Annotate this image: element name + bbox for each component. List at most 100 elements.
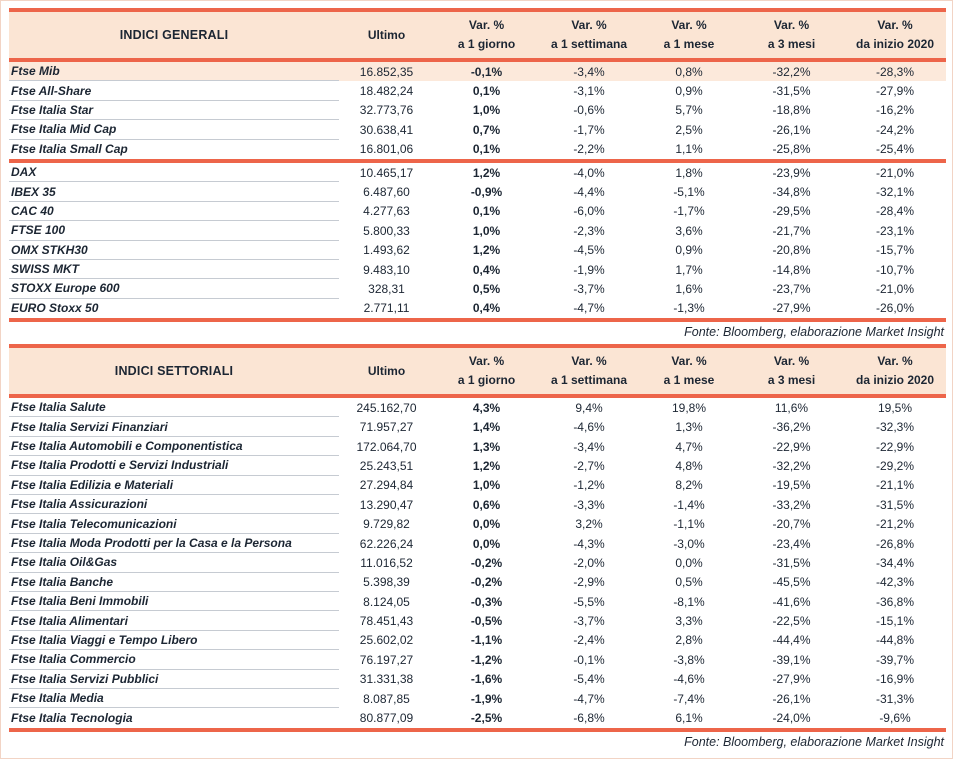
index-name: IBEX 35 <box>9 182 339 202</box>
ultimo-value: 76.197,27 <box>359 652 414 667</box>
var-da-inizio-2020-value: -44,8% <box>875 633 915 648</box>
var-da-inizio-2020-value: -21,1% <box>875 478 915 493</box>
var-1-giorno-value: 1,0% <box>472 478 501 493</box>
index-name: Ftse Italia Moda Prodotti per la Casa e … <box>9 534 339 554</box>
var-1-mese-value: 0,9% <box>675 84 703 99</box>
var-3-mesi-value: -29,5% <box>772 204 811 219</box>
var-3-mesi-value: -26,1% <box>772 122 811 137</box>
table-row: CAC 40 4.277,63 0,1% -6,0% -1,7% -29,5% -28,4% <box>9 202 946 222</box>
var-da-inizio-2020-value: -22,9% <box>875 439 915 454</box>
var-da-inizio-2020-value: -31,5% <box>875 497 915 512</box>
column-header-line2: a 1 mese <box>663 37 715 51</box>
table-row: Ftse Mib 16.852,35 -0,1% -3,4% 0,8% -32,2% -28… <box>9 62 946 82</box>
var-1-settimana-value: -4,7% <box>573 301 605 316</box>
column-header-var-1-settimana: Var. % a 1 settimana <box>539 12 639 58</box>
var-1-giorno-value: 1,2% <box>472 165 501 180</box>
ultimo-value: 8.124,05 <box>363 594 410 609</box>
column-header-var-da-inizio-2020: Var. % da inizio 2020 <box>844 12 946 58</box>
var-1-mese-value: 4,7% <box>675 439 703 454</box>
table-row: Ftse Italia Alimentari 78.451,43 -0,5% -3,7… <box>9 611 946 631</box>
table-row: Ftse Italia Banche 5.398,39 -0,2% -2,9% 0,5%… <box>9 573 946 592</box>
column-header-line2: da inizio 2020 <box>855 373 935 388</box>
var-da-inizio-2020-value: -32,1% <box>875 185 915 200</box>
ultimo-value: 5.800,33 <box>363 223 410 238</box>
ultimo-value: 10.465,17 <box>359 165 414 180</box>
column-header-line1: Var. % <box>571 18 607 32</box>
ultimo-value: 16.801,06 <box>359 142 414 157</box>
var-1-giorno-value: 1,2% <box>472 458 501 473</box>
var-1-settimana-value: -1,9% <box>573 262 605 277</box>
var-1-settimana-value: -3,4% <box>573 64 605 79</box>
var-1-settimana-value: -4,4% <box>573 185 605 200</box>
var-da-inizio-2020-value: -26,0% <box>875 301 915 316</box>
var-1-settimana-value: -4,6% <box>573 420 605 435</box>
var-1-mese-value: -1,7% <box>673 204 705 219</box>
var-3-mesi-value: -20,8% <box>772 243 811 258</box>
var-da-inizio-2020-value: -29,2% <box>875 458 915 473</box>
column-header-line2: a 1 settimana <box>550 373 628 388</box>
index-name: Ftse Italia Servizi Finanziari <box>9 417 339 437</box>
var-1-giorno-value: 1,0% <box>472 103 501 118</box>
table-row: Ftse Italia Viaggi e Tempo Libero 25.602,… <box>9 631 946 651</box>
var-1-giorno-value: 0,0% <box>472 536 501 551</box>
var-1-settimana-value: 9,4% <box>575 400 603 415</box>
index-name: EURO Stoxx 50 <box>11 301 99 316</box>
ultimo-value: 4.277,63 <box>363 204 410 219</box>
var-1-mese-value: 1,7% <box>675 262 703 277</box>
var-1-mese-value: 0,5% <box>675 575 703 590</box>
ultimo-value: 9.729,82 <box>363 517 410 532</box>
var-1-giorno-value: -0,9% <box>470 185 503 200</box>
index-name: SWISS MKT <box>9 260 339 280</box>
table-row: SWISS MKT 9.483,10 0,4% -1,9% 1,7% -14,8% -10,… <box>9 260 946 280</box>
var-da-inizio-2020-value: -27,9% <box>875 84 915 99</box>
var-da-inizio-2020-value: -23,1% <box>875 223 915 238</box>
ultimo-value: 172.064,70 <box>356 439 417 454</box>
header-separator-line <box>9 58 946 62</box>
table-row: Ftse Italia Servizi Pubblici 31.331,38 -1,… <box>9 670 946 689</box>
ultimo-value: 16.852,35 <box>359 64 414 79</box>
ultimo-value: 80.877,09 <box>359 711 414 726</box>
var-da-inizio-2020-value: -28,3% <box>875 64 915 79</box>
var-3-mesi-value: -19,5% <box>772 478 811 493</box>
var-1-mese-value: 5,7% <box>675 103 703 118</box>
index-name: Ftse Italia Beni Immobili <box>9 592 339 612</box>
var-1-mese-value: 8,2% <box>675 478 703 493</box>
index-name: OMX STKH30 <box>9 241 339 260</box>
var-3-mesi-value: -34,8% <box>772 185 811 200</box>
var-1-giorno-value: 4,3% <box>472 400 501 415</box>
column-header-line1: Ultimo <box>367 363 406 378</box>
var-da-inizio-2020-value: -34,4% <box>875 555 915 570</box>
var-3-mesi-value: -41,6% <box>772 594 811 609</box>
ultimo-value: 78.451,43 <box>359 614 414 629</box>
table-row: Ftse Italia Moda Prodotti per la Casa e … <box>9 534 946 554</box>
var-1-settimana-value: -3,3% <box>573 497 605 512</box>
ultimo-value: 8.087,85 <box>363 691 410 706</box>
var-da-inizio-2020-value: -24,2% <box>875 122 915 137</box>
var-1-settimana-value: -4,0% <box>573 165 605 180</box>
ultimo-value: 31.331,38 <box>359 672 414 687</box>
var-3-mesi-value: -18,8% <box>772 103 811 118</box>
header-separator-line <box>9 394 946 399</box>
var-1-mese-value: -8,1% <box>673 594 705 609</box>
var-1-giorno-value: 1,3% <box>472 439 501 454</box>
var-1-settimana-value: -6,8% <box>573 711 605 726</box>
column-header-var-1-mese: Var. % a 1 mese <box>639 12 739 58</box>
var-1-settimana-value: -2,2% <box>573 142 605 157</box>
table-row: Ftse All-Share 18.482,24 0,1% -3,1% 0,9% -31,… <box>9 81 946 101</box>
column-header-line2: a 1 mese <box>663 373 715 388</box>
var-1-giorno-value: 0,4% <box>472 301 501 316</box>
var-1-mese-value: -5,1% <box>673 185 705 200</box>
var-3-mesi-value: -25,8% <box>772 142 811 157</box>
ultimo-value: 32.773,76 <box>359 103 414 118</box>
index-name: Ftse Italia Alimentari <box>9 611 339 631</box>
index-name: CAC 40 <box>9 202 339 222</box>
var-1-settimana-value: -0,1% <box>573 652 605 667</box>
var-1-giorno-value: 0,6% <box>472 497 501 512</box>
ultimo-value: 25.602,02 <box>359 633 414 648</box>
var-1-giorno-value: 1,0% <box>472 223 501 238</box>
column-header-line2: a 3 mesi <box>767 37 816 51</box>
var-1-settimana-value: -6,0% <box>573 204 605 219</box>
index-name: Ftse Italia Media <box>9 689 339 709</box>
var-1-mese-value: 1,3% <box>675 420 703 435</box>
table-row: Ftse Italia Oil&Gas 11.016,52 -0,2% -2,0% 0,… <box>9 553 946 573</box>
